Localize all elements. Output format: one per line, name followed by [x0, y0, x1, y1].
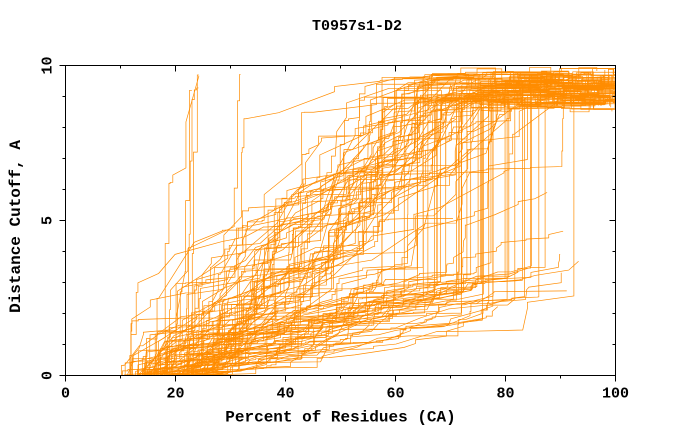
svg-text:0: 0	[40, 371, 57, 380]
svg-text:10: 10	[40, 56, 57, 74]
svg-text:Percent of Residues (CA): Percent of Residues (CA)	[225, 409, 455, 427]
svg-text:100: 100	[602, 386, 629, 403]
svg-text:Distance Cutoff, A: Distance Cutoff, A	[7, 140, 25, 313]
svg-text:0: 0	[61, 386, 70, 403]
svg-text:5: 5	[40, 216, 57, 225]
svg-text:80: 80	[496, 386, 514, 403]
svg-text:40: 40	[276, 386, 294, 403]
svg-text:60: 60	[386, 386, 404, 403]
svg-text:20: 20	[166, 386, 184, 403]
svg-text:T0957s1-D2: T0957s1-D2	[312, 18, 402, 35]
